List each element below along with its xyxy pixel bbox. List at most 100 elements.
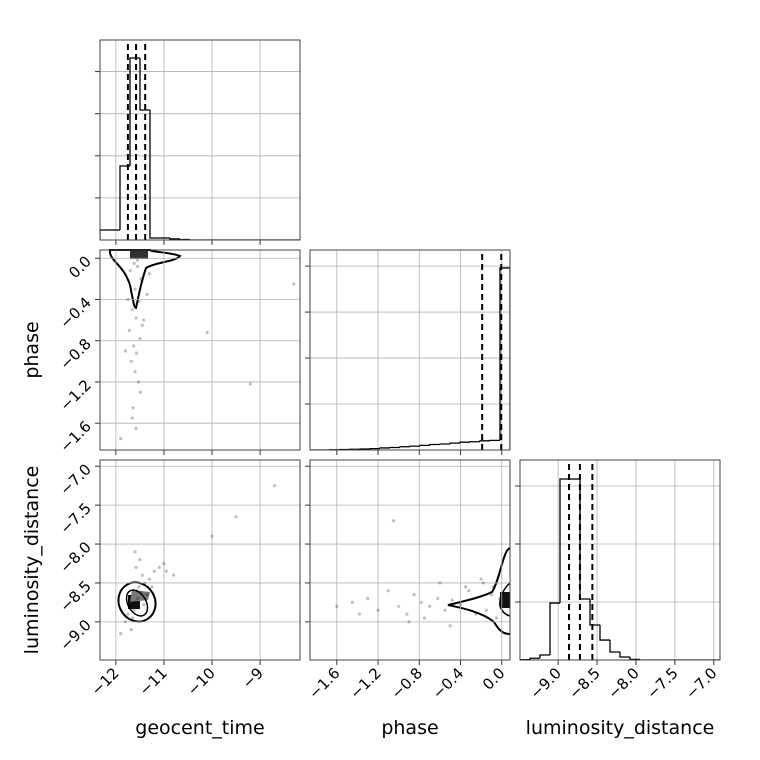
sample-point	[397, 604, 401, 608]
sample-point	[248, 382, 253, 386]
histogram-step	[529, 657, 540, 660]
panel-frame	[309, 249, 511, 451]
sample-point	[123, 620, 128, 624]
sample-point	[139, 590, 143, 594]
sample-point	[491, 585, 496, 589]
sample-point	[498, 596, 502, 601]
histogram-step	[379, 447, 390, 449]
sample-point	[419, 600, 423, 605]
y-axis-label: phase	[21, 321, 43, 378]
sample-point	[135, 258, 140, 262]
sample-point	[479, 577, 483, 581]
sample-point	[489, 593, 494, 597]
histogram-step	[429, 443, 440, 446]
sample-point	[292, 282, 296, 286]
sample-point	[458, 603, 463, 607]
sample-point	[407, 620, 411, 624]
sample-point	[272, 484, 277, 488]
sample-point	[134, 351, 139, 355]
panel-frame	[309, 459, 511, 661]
sample-point	[138, 390, 142, 394]
histogram-step	[169, 238, 180, 240]
sample-point	[450, 598, 454, 602]
sample-point	[132, 261, 136, 266]
sample-point	[133, 600, 137, 605]
sample-point	[132, 344, 136, 348]
histogram-step	[539, 654, 550, 659]
sample-point	[129, 359, 133, 363]
sample-point	[133, 287, 137, 291]
sample-point	[494, 616, 499, 620]
sample-point	[131, 406, 135, 410]
histogram-step	[129, 57, 140, 166]
histogram-step	[399, 446, 410, 448]
sample-point	[127, 328, 131, 333]
contour	[125, 589, 149, 617]
sample-point	[152, 569, 156, 573]
sample-point	[140, 323, 144, 327]
panel-frame	[99, 39, 301, 241]
x-tick-label: −10	[184, 664, 219, 699]
sample-point	[134, 565, 138, 569]
panel	[520, 460, 720, 660]
sample-point	[126, 612, 130, 616]
sample-point	[132, 608, 136, 612]
sample-point	[134, 316, 138, 320]
sample-point	[130, 308, 134, 312]
sample-point	[405, 612, 409, 616]
sample-point	[140, 573, 144, 577]
sample-point	[357, 612, 362, 616]
sample-point	[162, 561, 166, 566]
sample-point	[142, 318, 146, 322]
y-tick-label: −8.5	[56, 577, 94, 615]
histogram-step	[449, 442, 460, 445]
sample-point	[123, 349, 128, 353]
sample-point	[138, 337, 142, 341]
sample-point	[427, 604, 432, 608]
sample-point	[127, 598, 131, 602]
y-tick-label: −7.0	[56, 460, 94, 498]
sample-point	[135, 589, 139, 593]
histogram-step	[409, 445, 420, 447]
histogram-step	[579, 479, 590, 600]
sample-point	[464, 585, 468, 589]
sample-point	[137, 299, 141, 304]
histogram-step	[609, 640, 620, 653]
x-axis-label: phase	[381, 717, 438, 739]
density-block	[500, 592, 510, 608]
sample-point	[443, 608, 447, 612]
panel	[100, 460, 300, 660]
y-tick-label: −8.0	[56, 538, 94, 576]
contour	[117, 581, 157, 623]
sample-point	[366, 596, 370, 601]
x-tick-label: −1.2	[346, 664, 384, 702]
x-tick-label: −8.5	[565, 664, 603, 702]
y-tick-label: 0.0	[65, 252, 95, 282]
sample-point	[171, 573, 176, 577]
histogram-step	[139, 58, 150, 111]
panel	[310, 460, 510, 660]
sample-point	[147, 272, 152, 276]
sample-point	[474, 612, 478, 616]
x-tick-label: −9.0	[526, 664, 564, 702]
histogram-step	[589, 598, 600, 626]
histogram-step	[100, 229, 110, 240]
sample-point	[422, 616, 427, 620]
contour	[109, 249, 182, 310]
sample-point	[142, 603, 146, 607]
y-tick-label: −7.5	[56, 499, 94, 537]
sample-point	[484, 608, 488, 612]
sample-point	[135, 264, 140, 269]
sample-point	[436, 596, 440, 601]
y-tick-label: −9.0	[56, 616, 94, 654]
histogram-step	[119, 165, 130, 230]
sample-point	[119, 437, 123, 441]
sample-point	[129, 628, 133, 632]
sample-point	[133, 550, 137, 554]
sample-point	[147, 577, 152, 581]
sample-point	[335, 604, 339, 608]
sample-point	[157, 565, 161, 569]
panel-frame	[99, 249, 301, 451]
histogram-step	[149, 110, 160, 239]
